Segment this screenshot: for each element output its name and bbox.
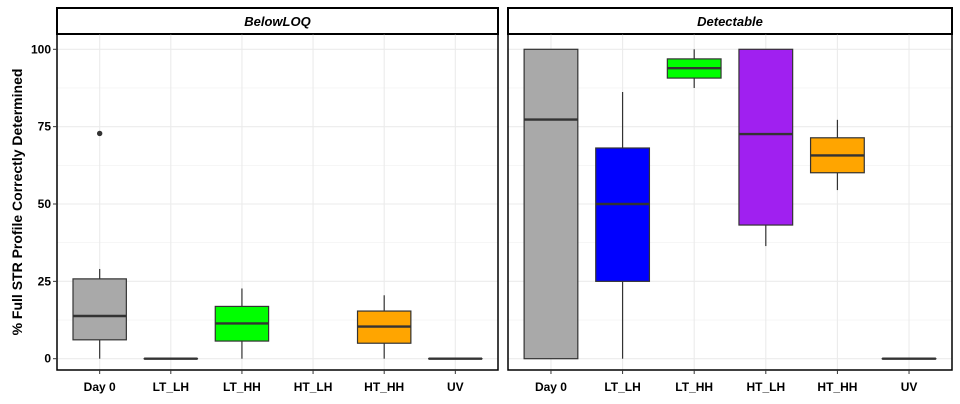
panel-detectable: Detectable Day 0 LT_LH LT_HH HT_LH HT_HH UV: [507, 7, 953, 394]
x-tick-label: UV: [447, 380, 464, 394]
x-tick-label: LT_LH: [153, 380, 189, 394]
box-day-0: [72, 130, 127, 359]
y-tick-label: 0: [44, 352, 51, 366]
x-tick-label: LT_HH: [223, 380, 261, 394]
y-tick-label: 25: [38, 274, 52, 288]
y-axis-title: % Full STR Profile Correctly Determined: [9, 69, 25, 336]
x-tick-label: HT_HH: [364, 380, 404, 394]
panel-border: [507, 33, 953, 371]
outlier-point: [96, 130, 103, 137]
box-ht_lh: [738, 48, 794, 247]
y-tick-label: 75: [38, 120, 52, 134]
box-iqr: [738, 48, 794, 226]
x-tick-label: Day 0: [535, 380, 567, 394]
panel-border: [56, 33, 499, 371]
box-day-0: [523, 48, 579, 360]
panel-belowloq: BelowLOQ Day 0 LT_LH LT_HH HT_LH HT_HH UV 0 25 50…: [31, 7, 499, 394]
box-iqr: [595, 147, 651, 282]
box-iqr: [523, 48, 579, 360]
x-tick-label: HT_HH: [817, 380, 857, 394]
box-ht_hh: [356, 295, 412, 359]
strip-title: Detectable: [697, 14, 763, 29]
box-ht_hh: [809, 119, 865, 191]
y-tick-label: 50: [38, 197, 52, 211]
strip-title: BelowLOQ: [244, 14, 310, 29]
x-tick-label: LT_HH: [675, 380, 713, 394]
box-lt_lh: [595, 91, 651, 359]
x-tick-label: HT_LH: [746, 380, 785, 394]
x-tick-label: LT_LH: [604, 380, 640, 394]
x-tick-label: Day 0: [84, 380, 116, 394]
x-tick-label: UV: [901, 380, 918, 394]
box-lt_hh: [666, 49, 722, 88]
box-lt_hh: [214, 288, 270, 359]
box-iqr: [72, 278, 127, 341]
y-tick-label: 100: [31, 42, 51, 56]
x-tick-label: HT_LH: [294, 380, 333, 394]
